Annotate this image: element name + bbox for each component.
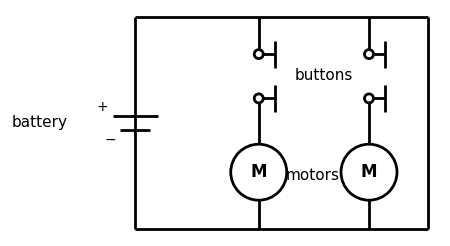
Text: buttons: buttons (295, 68, 353, 82)
Text: +: + (97, 100, 108, 114)
Text: battery: battery (11, 116, 67, 130)
Text: M: M (251, 163, 267, 181)
Text: motors: motors (286, 169, 340, 183)
Text: −: − (105, 132, 117, 146)
Text: M: M (361, 163, 377, 181)
